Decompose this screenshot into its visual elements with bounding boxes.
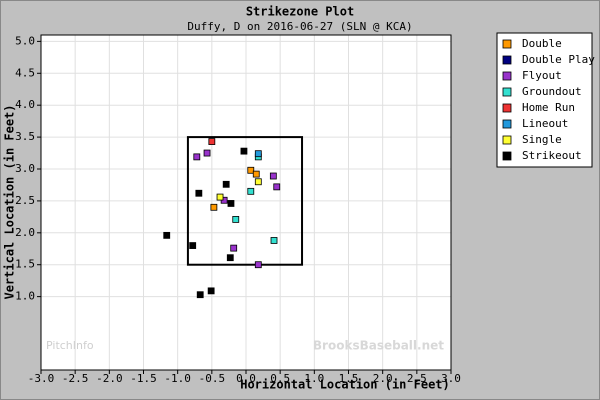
watermark: BrooksBaseball.net <box>313 339 444 353</box>
y-tick-label: 2.0 <box>15 226 35 239</box>
point <box>207 287 215 295</box>
legend-swatch <box>502 87 512 97</box>
strike-zone <box>186 136 304 266</box>
y-tick-label: 4.0 <box>15 98 35 111</box>
point <box>232 216 240 223</box>
y-tick-label: 4.5 <box>15 66 35 79</box>
legend-label: Strikeout <box>522 149 582 162</box>
point <box>254 261 262 269</box>
y-tick-label: 3.5 <box>15 130 35 143</box>
point <box>270 237 278 244</box>
x-tick-label: -2.0 <box>96 372 123 385</box>
legend-swatch <box>502 39 512 49</box>
point <box>196 291 204 299</box>
point <box>247 166 255 174</box>
point <box>269 172 277 180</box>
x-tick-label: -3.0 <box>28 372 55 385</box>
point <box>240 147 248 155</box>
point <box>254 150 262 158</box>
legend-swatch <box>502 55 512 65</box>
legend <box>496 32 593 168</box>
point <box>252 170 260 178</box>
y-tick-label: 5.0 <box>15 34 35 47</box>
point <box>247 187 255 195</box>
x-tick-label: 1.0 <box>304 372 324 385</box>
legend-label: Single <box>522 133 562 146</box>
legend-label: Home Run <box>522 101 575 114</box>
y-tick-label: 3.0 <box>15 162 35 175</box>
x-tick-label: -0.5 <box>199 372 226 385</box>
point <box>195 189 203 197</box>
legend-swatch <box>502 71 512 81</box>
x-tick-label: -1.5 <box>130 372 157 385</box>
legend-label: Double <box>522 37 562 50</box>
x-tick-label: 1.5 <box>339 372 359 385</box>
x-axis-label: Horizontal Location (in Feet) <box>240 378 450 392</box>
point <box>230 244 238 252</box>
legend-swatch <box>502 119 512 129</box>
x-tick-label: 3.0 <box>441 372 461 385</box>
y-tick-label: 1.0 <box>15 290 35 303</box>
point <box>226 254 234 262</box>
y-tick-label: 2.5 <box>15 194 35 207</box>
legend-swatch <box>502 103 512 113</box>
legend-swatch <box>502 135 512 145</box>
chart-title: Strikezone Plot <box>246 5 354 19</box>
point <box>208 138 216 145</box>
point <box>273 183 281 191</box>
point <box>222 180 230 188</box>
point <box>203 149 211 157</box>
point <box>216 193 224 201</box>
legend-label: Flyout <box>522 69 562 82</box>
point <box>163 231 171 239</box>
x-tick-label: 0.0 <box>236 372 256 385</box>
point <box>254 178 262 186</box>
legend-swatch <box>502 151 512 161</box>
y-axis-label: Vertical Location (in Feet) <box>3 104 17 299</box>
x-tick-label: 2.5 <box>407 372 427 385</box>
watermark: PitchInfo <box>46 339 94 352</box>
x-tick-label: 0.5 <box>270 372 290 385</box>
point <box>227 200 235 207</box>
legend-label: Groundout <box>522 85 582 98</box>
x-tick-label: 2.0 <box>373 372 393 385</box>
legend-label: Double Play <box>522 53 595 66</box>
x-tick-label: -2.5 <box>62 372 89 385</box>
point <box>193 153 201 161</box>
legend-label: Lineout <box>522 117 568 130</box>
point <box>189 242 197 249</box>
y-tick-label: 1.5 <box>15 258 35 271</box>
plot-frame <box>40 34 452 371</box>
chart-subtitle: Duffy, D on 2016-06-27 (SLN @ KCA) <box>187 20 412 33</box>
point <box>210 203 218 211</box>
x-tick-label: -1.0 <box>164 372 191 385</box>
